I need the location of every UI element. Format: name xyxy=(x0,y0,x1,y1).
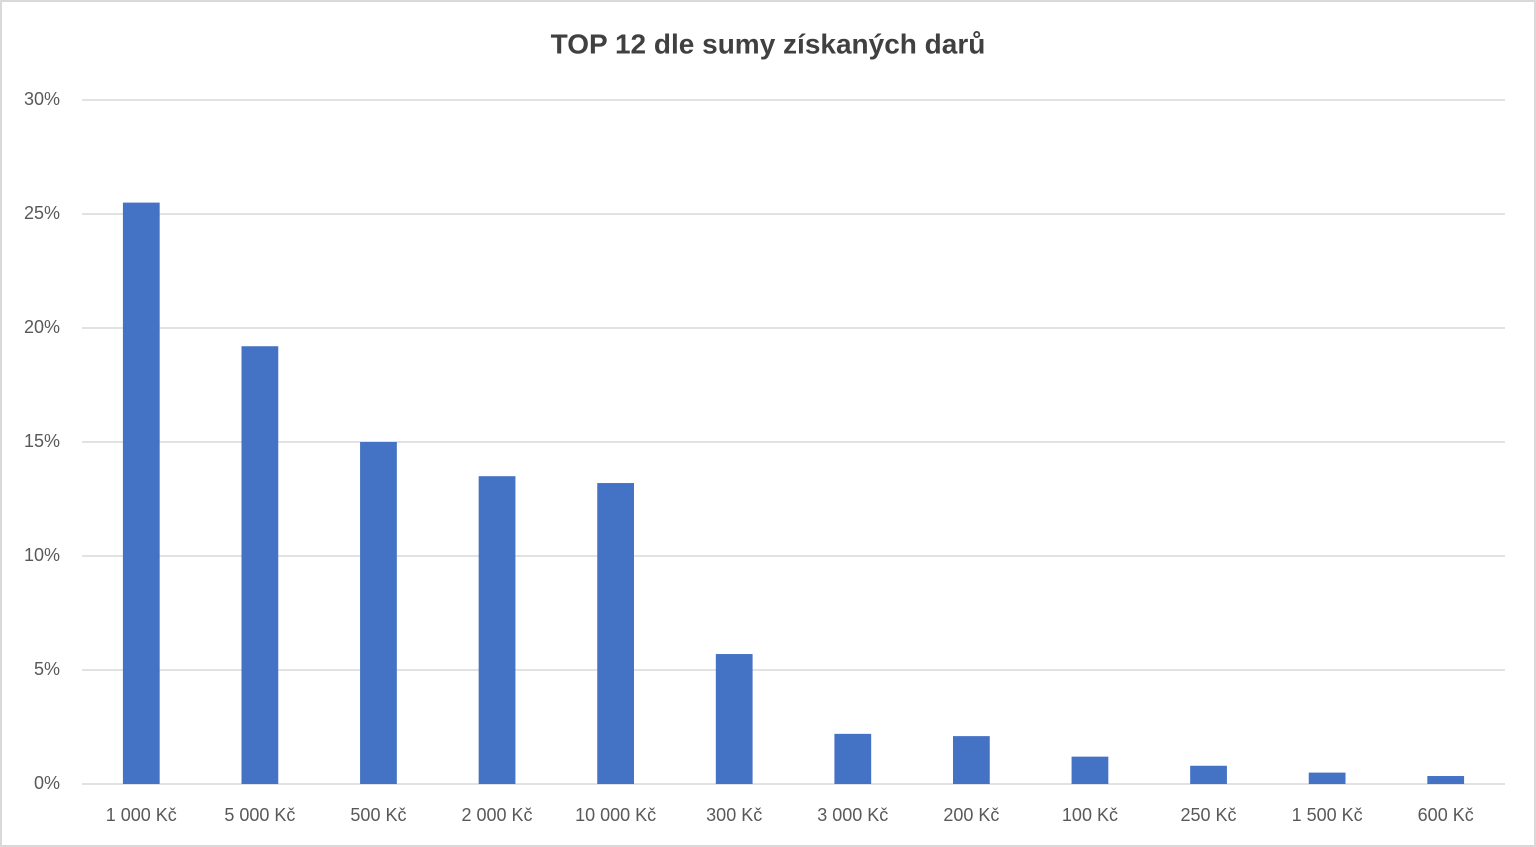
bar xyxy=(360,442,397,784)
bar xyxy=(1308,772,1346,784)
x-tick-label: 200 Kč xyxy=(943,805,999,825)
x-tick-label: 10 000 Kč xyxy=(575,805,656,825)
x-tick-label: 5 000 Kč xyxy=(224,805,295,825)
bar xyxy=(834,733,872,784)
bar xyxy=(122,202,160,785)
x-tick-label: 1 000 Kč xyxy=(106,805,177,825)
y-tick-label: 10% xyxy=(24,545,60,565)
x-tick-label: 500 Kč xyxy=(350,805,406,825)
x-tick-label: 300 Kč xyxy=(706,805,762,825)
x-tick-label: 3 000 Kč xyxy=(817,805,888,825)
bar xyxy=(1427,776,1465,784)
x-tick-label: 600 Kč xyxy=(1418,805,1474,825)
y-tick-label: 30% xyxy=(24,89,60,109)
x-tick-label: 1 500 Kč xyxy=(1292,805,1363,825)
y-tick-label: 5% xyxy=(34,659,60,679)
bar xyxy=(241,346,279,784)
bar xyxy=(597,483,635,784)
y-tick-label: 0% xyxy=(34,773,60,793)
bar xyxy=(478,476,516,784)
bar xyxy=(1071,756,1109,784)
chart-title: TOP 12 dle sumy získaných darů xyxy=(551,28,986,59)
x-tick-label: 250 Kč xyxy=(1181,805,1237,825)
y-tick-label: 25% xyxy=(24,203,60,223)
bar xyxy=(952,736,990,784)
bar xyxy=(715,654,753,784)
y-tick-label: 15% xyxy=(24,431,60,451)
x-tick-label: 100 Kč xyxy=(1062,805,1118,825)
y-tick-label: 20% xyxy=(24,317,60,337)
x-tick-label: 2 000 Kč xyxy=(462,805,533,825)
bar xyxy=(1190,765,1227,784)
